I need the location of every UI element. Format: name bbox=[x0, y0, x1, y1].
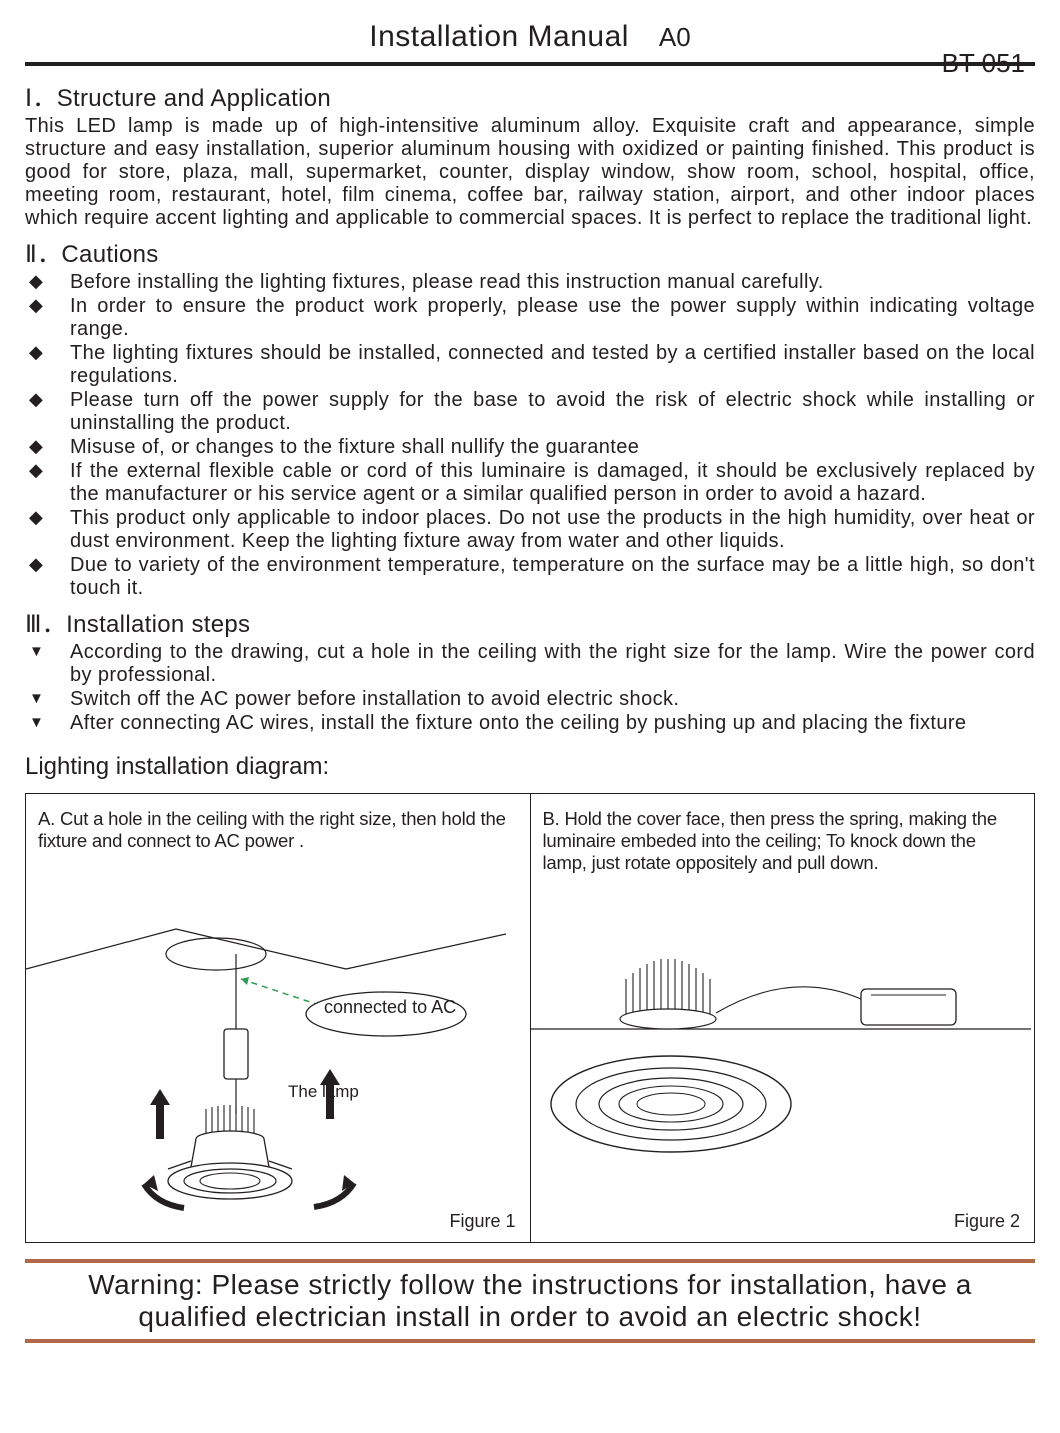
list-item: According to the drawing, cut a hole in … bbox=[25, 641, 1035, 687]
list-item: If the external flexible cable or cord o… bbox=[25, 460, 1035, 506]
list-item: Switch off the AC power before installat… bbox=[25, 688, 1035, 711]
panel-b-caption: B. Hold the cover face, then press the s… bbox=[543, 808, 1023, 875]
steps-list: According to the drawing, cut a hole in … bbox=[25, 641, 1035, 735]
list-item: This product only applicable to indoor p… bbox=[25, 507, 1035, 553]
section-1-heading: Ⅰ．Structure and Application bbox=[25, 78, 1035, 113]
section-3-heading: Ⅲ．Installation steps bbox=[25, 604, 1035, 639]
section-2-heading: Ⅱ．Cautions bbox=[25, 234, 1035, 269]
list-item: After connecting AC wires, install the f… bbox=[25, 712, 1035, 735]
section-1-body: This LED lamp is made up of high-intensi… bbox=[25, 115, 1035, 230]
header: Installation Manual A0 BT 051 bbox=[25, 20, 1035, 54]
list-item: Due to variety of the environment temper… bbox=[25, 554, 1035, 600]
diagram-container: A. Cut a hole in the ceiling with the ri… bbox=[25, 793, 1035, 1243]
warning-text: Warning: Please strictly follow the inst… bbox=[33, 1269, 1027, 1333]
label-connected-ac: connected to AC bbox=[324, 997, 456, 1018]
figure-1-label: Figure 1 bbox=[449, 1211, 515, 1232]
cautions-list: Before installing the lighting fixtures,… bbox=[25, 271, 1035, 600]
panel-a-caption: A. Cut a hole in the ceiling with the ri… bbox=[38, 808, 518, 852]
figure-2-illustration bbox=[531, 904, 1031, 1234]
list-item: In order to ensure the product work prop… bbox=[25, 295, 1035, 341]
header-rule bbox=[25, 62, 1035, 66]
doc-title: Installation Manual bbox=[369, 20, 629, 54]
list-item: Before installing the lighting fixtures,… bbox=[25, 271, 1035, 294]
warning-bar: Warning: Please strictly follow the inst… bbox=[25, 1259, 1035, 1343]
figure-1-illustration bbox=[26, 864, 506, 1234]
diagram-panel-b: B. Hold the cover face, then press the s… bbox=[530, 794, 1035, 1242]
list-item: The lighting fixtures should be installe… bbox=[25, 342, 1035, 388]
figure-2-label: Figure 2 bbox=[954, 1211, 1020, 1232]
doc-code: BT 051 bbox=[942, 48, 1025, 79]
list-item: Misuse of, or changes to the fixture sha… bbox=[25, 436, 1035, 459]
label-the-lamp: The lamp bbox=[288, 1082, 359, 1102]
list-item: Please turn off the power supply for the… bbox=[25, 389, 1035, 435]
diagram-title: Lighting installation diagram: bbox=[25, 753, 1035, 781]
diagram-panel-a: A. Cut a hole in the ceiling with the ri… bbox=[26, 794, 530, 1242]
doc-revision: A0 bbox=[659, 22, 691, 53]
